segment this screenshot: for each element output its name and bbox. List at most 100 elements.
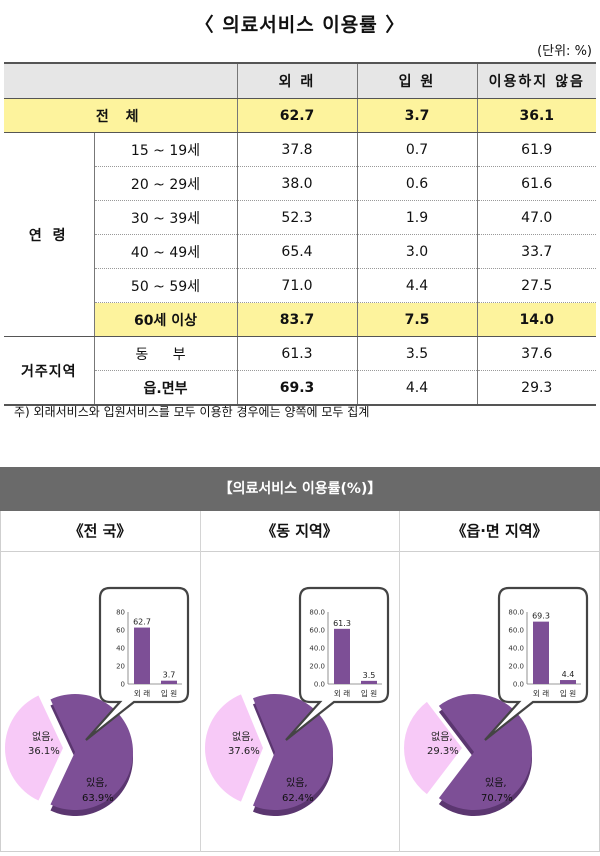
chart-dong: 0.0 20.0 40.0 60.0 80.0 61.3 외 래 3.5 입 원없음, 37.6%… bbox=[205, 586, 390, 816]
pie-label-yes: 있음, bbox=[485, 777, 507, 789]
header-outpatient: 외 래 bbox=[236, 62, 357, 99]
bar bbox=[361, 680, 377, 684]
bar-tick-label: 40.0 bbox=[309, 645, 325, 653]
bar bbox=[134, 627, 150, 684]
table-row: 거주지역 동 부 61.3 3.5 37.6 bbox=[4, 336, 596, 406]
header-inpatient: 입 원 bbox=[356, 62, 477, 99]
bar-value-label: 69.3 bbox=[532, 612, 550, 621]
column-divider bbox=[200, 511, 201, 852]
bar-tick-label: 80.0 bbox=[309, 609, 325, 617]
pie-value-no: 36.1% bbox=[28, 746, 60, 757]
bar-value-label: 3.7 bbox=[163, 671, 176, 680]
row-label: 읍.면부 bbox=[93, 370, 237, 406]
row-label: 20 ~ 29세 bbox=[93, 166, 237, 201]
pie-slice-no bbox=[4, 695, 64, 801]
row-label: 50 ~ 59세 bbox=[93, 268, 237, 303]
row-label: 전 체 bbox=[4, 98, 237, 133]
pie-value-yes: 62.4% bbox=[282, 793, 314, 804]
table-cell: 0.7 bbox=[356, 132, 477, 167]
table-cell: 61.9 bbox=[476, 132, 596, 167]
table-row: 30 ~ 39세 52.3 1.9 47.0 bbox=[4, 200, 596, 235]
table-cell: 62.7 bbox=[236, 98, 357, 133]
table-cell: 3.7 bbox=[356, 98, 477, 133]
bar-tick-label: 20 bbox=[116, 663, 125, 671]
table-row: 연 령 15 ~ 19세 37.8 0.7 61.9 bbox=[4, 132, 596, 337]
bar-tick-label: 60.0 bbox=[309, 627, 325, 635]
region-group-label: 거주지역 bbox=[4, 336, 94, 406]
header-nonuse: 이용하지 않음 bbox=[476, 62, 596, 99]
bar-value-label: 62.7 bbox=[133, 618, 151, 627]
pie-value-no: 29.3% bbox=[427, 746, 459, 757]
bar-tick-label: 20.0 bbox=[309, 663, 325, 671]
bar-value-label: 61.3 bbox=[333, 619, 351, 628]
pie-label-no: 없음, bbox=[232, 730, 254, 743]
row-label: 60세 이상 bbox=[93, 302, 237, 337]
table-row: 50 ~ 59세 71.0 4.4 27.5 bbox=[4, 268, 596, 303]
table-cell: 37.6 bbox=[476, 336, 596, 371]
pie-label-yes: 있음, bbox=[86, 777, 108, 789]
pie-slice-yes bbox=[438, 694, 532, 810]
table-cell: 3.5 bbox=[356, 336, 477, 371]
table-row-highlight: 60세 이상 83.7 7.5 14.0 bbox=[4, 302, 596, 337]
header-corner bbox=[4, 62, 237, 99]
table-cell: 4.4 bbox=[356, 370, 477, 406]
table-cell: 36.1 bbox=[476, 98, 596, 133]
bar-value-label: 3.5 bbox=[363, 671, 376, 680]
table-cell: 83.7 bbox=[236, 302, 357, 337]
table-cell: 38.0 bbox=[236, 166, 357, 201]
stats-table: 외 래 입 원 이용하지 않음 전 체 62.7 3.7 36.1 연 령 15… bbox=[4, 62, 596, 406]
chart-title-dong: 《동 지역》 bbox=[200, 511, 399, 552]
bar-tick-label: 0 bbox=[121, 681, 125, 689]
table-cell: 0.6 bbox=[356, 166, 477, 201]
table-cell: 27.5 bbox=[476, 268, 596, 303]
row-label: 동 부 bbox=[93, 336, 237, 371]
table-row-total: 전 체 62.7 3.7 36.1 bbox=[4, 98, 596, 133]
pie-value-yes: 63.9% bbox=[82, 793, 114, 804]
table-cell: 4.4 bbox=[356, 268, 477, 303]
row-label: 30 ~ 39세 bbox=[93, 200, 237, 235]
bar bbox=[334, 628, 350, 684]
age-group-label: 연 령 bbox=[4, 132, 94, 337]
table-cell: 37.8 bbox=[236, 132, 357, 167]
pie-label-no: 없음, bbox=[32, 730, 54, 743]
chart-eupmyeon: 0.0 20.0 40.0 60.0 80.0 69.3 외 래 4.4 입 원없음, 29.3%… bbox=[404, 586, 589, 816]
bar-tick-label: 40.0 bbox=[508, 645, 524, 653]
bar-tick-label: 60 bbox=[116, 627, 125, 635]
table-cell: 14.0 bbox=[476, 302, 596, 337]
page-title: 〈 의료서비스 이용률 〉 bbox=[194, 14, 406, 36]
table-row: 40 ~ 49세 65.4 3.0 33.7 bbox=[4, 234, 596, 269]
bar-tick-label: 60.0 bbox=[508, 627, 524, 635]
chart-title-national: 《전 국》 bbox=[0, 511, 200, 552]
bar-value-label: 4.4 bbox=[562, 670, 575, 679]
table-cell: 65.4 bbox=[236, 234, 357, 269]
row-label: 40 ~ 49세 bbox=[93, 234, 237, 269]
table-header-row: 외 래 입 원 이용하지 않음 bbox=[4, 62, 596, 99]
table-row: 읍.면부 69.3 4.4 29.3 bbox=[4, 370, 596, 406]
bar-tick-label: 0.0 bbox=[314, 681, 325, 689]
column-divider bbox=[399, 511, 400, 852]
pie-slice-no bbox=[205, 694, 263, 802]
table-cell: 1.9 bbox=[356, 200, 477, 235]
footnote: 주) 외래서비스와 입원서비스를 모두 이용한 경우에는 양쪽에 모두 집계 bbox=[14, 405, 370, 419]
bar-category-label: 입 원 bbox=[560, 689, 576, 698]
pie-label-no: 없음, bbox=[431, 730, 453, 743]
bar-category-label: 외 래 bbox=[533, 688, 549, 698]
table-cell: 52.3 bbox=[236, 200, 357, 235]
table-cell: 61.6 bbox=[476, 166, 596, 201]
table-cell: 47.0 bbox=[476, 200, 596, 235]
bar-tick-label: 40 bbox=[116, 645, 125, 653]
table-cell: 7.5 bbox=[356, 302, 477, 337]
pie-slice-yes bbox=[252, 694, 333, 810]
table-cell: 61.3 bbox=[236, 336, 357, 371]
bar bbox=[560, 680, 576, 684]
table-cell: 3.0 bbox=[356, 234, 477, 269]
bar-tick-label: 0.0 bbox=[513, 681, 524, 689]
bar-tick-label: 80 bbox=[116, 609, 125, 617]
bar-tick-label: 80.0 bbox=[508, 609, 524, 617]
pie-slice-no bbox=[404, 701, 462, 795]
table-cell: 71.0 bbox=[236, 268, 357, 303]
pie-label-yes: 있음, bbox=[286, 777, 308, 789]
table-cell: 69.3 bbox=[236, 370, 357, 406]
chart-national: 0 20 40 60 80 62.7 외 래 3.7 입 원없음, 36.1% 있음, 63.9% bbox=[4, 586, 190, 816]
bar bbox=[533, 621, 549, 684]
